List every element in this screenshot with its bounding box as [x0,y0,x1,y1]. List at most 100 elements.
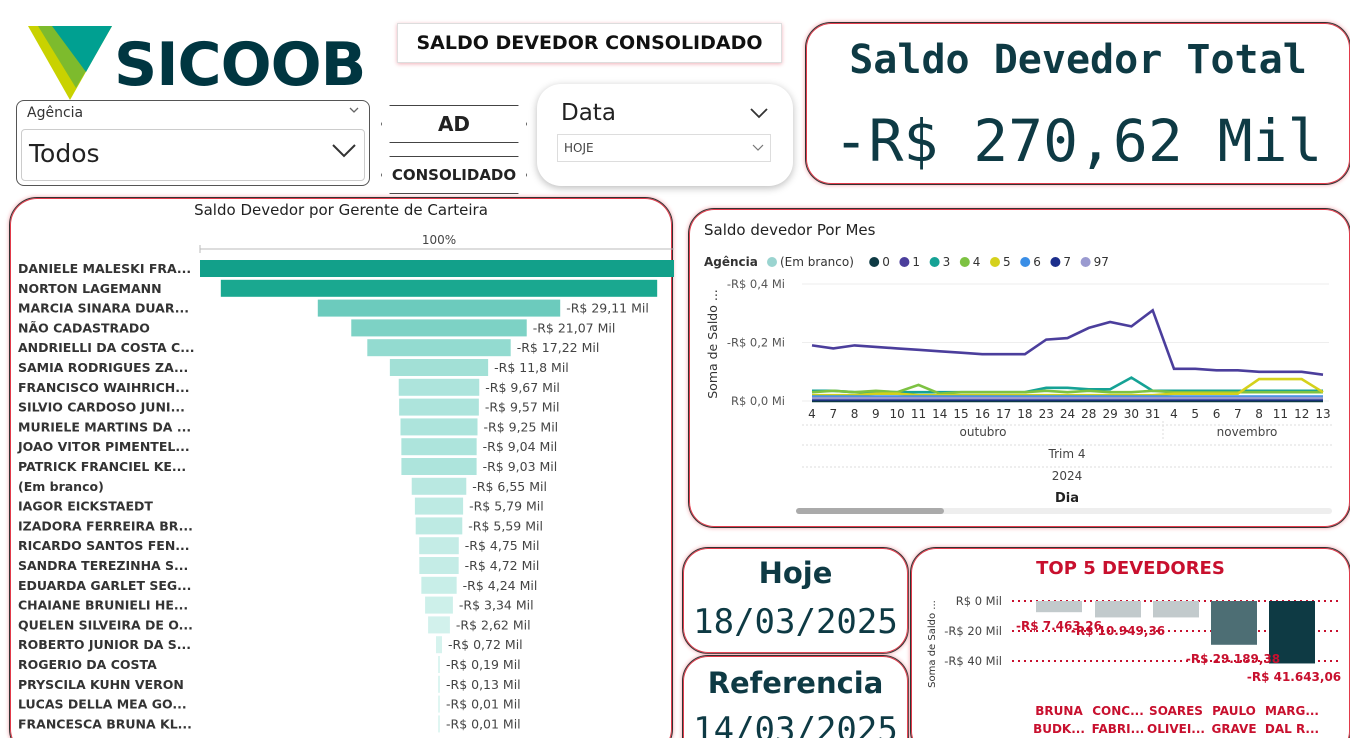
x-tick-label: 29 [1102,407,1117,421]
funnel-bar [415,517,463,535]
agencia-selected-value: Todos [29,139,100,168]
funnel-category-label: DANIELE MALESKI FRA... [18,261,191,276]
x-tick-label: 14 [932,407,947,421]
legend-label: 7 [1063,255,1071,269]
funnel-data-label: -R$ 4,24 Mil [463,578,538,593]
x-tick-label: 31 [1145,407,1160,421]
category-label: PAULO [1212,704,1256,718]
funnel-data-label: -R$ 9,03 Mil [483,459,558,474]
x-tick-label: 13 [1315,407,1330,421]
bar[interactable] [1269,601,1315,664]
funnel-category-label: IZADORA FERREIRA BR... [18,518,193,533]
funnel-data-label: -R$ 3,34 Mil [459,598,534,613]
ad-button[interactable]: AD [381,105,527,143]
scrollbar-thumb[interactable] [796,508,944,514]
chevron-down-icon[interactable] [331,141,357,159]
funnel-category-label: NORTON LAGEMANN [18,281,162,296]
category-label: BRUNA [1035,704,1083,718]
x-tick-label: 4 [1170,407,1178,421]
funnel-category-label: SILVIO CARDOSO JUNI... [18,400,185,415]
category-label: DAL R... [1265,722,1319,736]
bar[interactable] [1095,601,1141,618]
legend-marker [1050,257,1061,267]
legend-label: 1 [912,255,920,269]
funnel-category-label: PATRICK FRANCIEL KE... [18,459,186,474]
x-tick-label: 12 [1294,407,1309,421]
funnel-bar [200,260,674,277]
x-tick-label: 4 [808,407,816,421]
agencia-slicer[interactable]: Agência Todos [16,100,370,186]
month-label: outubro [960,425,1007,439]
funnel-bar [399,398,479,416]
funnel-bar [419,537,459,555]
x-tick-label: 5 [1191,407,1199,421]
category-label: MARG... [1265,704,1319,718]
gerente-funnel-chart[interactable]: 100% DANIELE MALESKI FRA... NORTON LAGEMAN… [10,198,674,738]
quarter-label: Trim 4 [1048,447,1086,461]
funnel-data-label: -R$ 4,72 Mil [465,558,540,573]
x-tick-label: 15 [953,407,968,421]
consolidado-button[interactable]: CONSOLIDADO [381,156,527,194]
funnel-data-label: -R$ 0,19 Mil [446,657,521,672]
category-label: FABRI... [1092,722,1145,736]
funnel-category-label: ANDRIELLI DA COSTA C... [18,340,194,355]
legend-marker [899,257,910,267]
funnel-bar [438,656,440,673]
funnel-bar [436,636,442,654]
funnel-category-label: RICARDO SANTOS FEN... [18,538,190,553]
chart-title: Saldo Devedor por Gerente de Carteira [194,201,488,219]
funnel-data-label: -R$ 21,07 Mil [533,320,616,335]
series-line [811,308,1324,376]
data-label: -R$ 29.189,38 [1186,652,1280,666]
x-tick-label: 7 [1234,407,1242,421]
x-tick-label: 8 [1255,407,1263,421]
sicoob-logo-mark-icon [28,26,112,100]
legend-label: 3 [943,255,951,269]
funnel-data-label: -R$ 0,01 Mil [446,716,521,731]
category-label: OLIVEI... [1147,722,1205,736]
bar[interactable] [1211,601,1257,645]
funnel-bar [411,477,467,495]
funnel-bar [428,616,450,634]
funnel-bar [351,319,527,337]
x-tick-label: 7 [829,407,837,421]
referencia-card: Referencia 14/03/2025 [682,655,909,738]
data-selected-value: HOJE [564,141,594,155]
hoje-title: Hoje [758,556,833,590]
x-tick-label: 28 [1081,407,1096,421]
funnel-category-label: QUELEN SILVEIRA DE O... [18,617,193,632]
funnel-data-label: -R$ 9,25 Mil [484,419,559,434]
chart-title: Saldo devedor Por Mes [704,221,876,239]
funnel-bar [414,497,464,515]
chevron-down-icon[interactable] [749,106,769,120]
funnel-category-label: MARCIA SINARA DUAR... [18,301,189,316]
agencia-dropdown[interactable] [21,129,365,181]
funnel-data-label: -R$ 9,04 Mil [483,439,558,454]
bar[interactable] [1036,601,1082,613]
data-slicer[interactable]: Data HOJE [537,84,793,186]
logo-text: SICOOB [114,30,366,100]
chevron-down-icon[interactable] [349,105,359,115]
data-dropdown[interactable]: HOJE [557,134,771,162]
funnel-category-label: JOAO VITOR PIMENTEL... [17,439,190,454]
chevron-down-icon[interactable] [752,144,764,152]
data-slicer-label: Data [561,100,616,126]
legend-label: 97 [1094,255,1109,269]
funnel-bar [389,359,489,376]
chart-title: TOP 5 DEVEDORES [1036,558,1225,579]
agencia-slicer-label: Agência [27,105,84,121]
saldo-por-mes-chart[interactable]: Saldo devedor Por Mes Agência (Em branco) 0… [689,209,1350,529]
funnel-category-label: PRYSCILA KUHN VERON [18,677,184,692]
funnel-data-label: -R$ 5,59 Mil [468,518,543,533]
legend-marker [767,257,777,267]
kpi-title: Saldo Devedor Total [849,37,1307,83]
bar[interactable] [1153,601,1199,618]
saldo-por-mes-card: Saldo devedor Por Mes Agência (Em branco) 0… [688,208,1350,528]
x-tick-label: 11 [1273,407,1288,421]
legend-label: 5 [1003,255,1011,269]
legend-marker [1020,257,1031,267]
funnel-bar [438,695,440,713]
year-label: 2024 [1052,469,1083,483]
top5-devedores-chart[interactable]: R$ 0 Mil -R$ 20 Mil -R$ 40 Mil Soma de Sald… [911,548,1350,738]
month-label: novembro [1217,425,1278,439]
